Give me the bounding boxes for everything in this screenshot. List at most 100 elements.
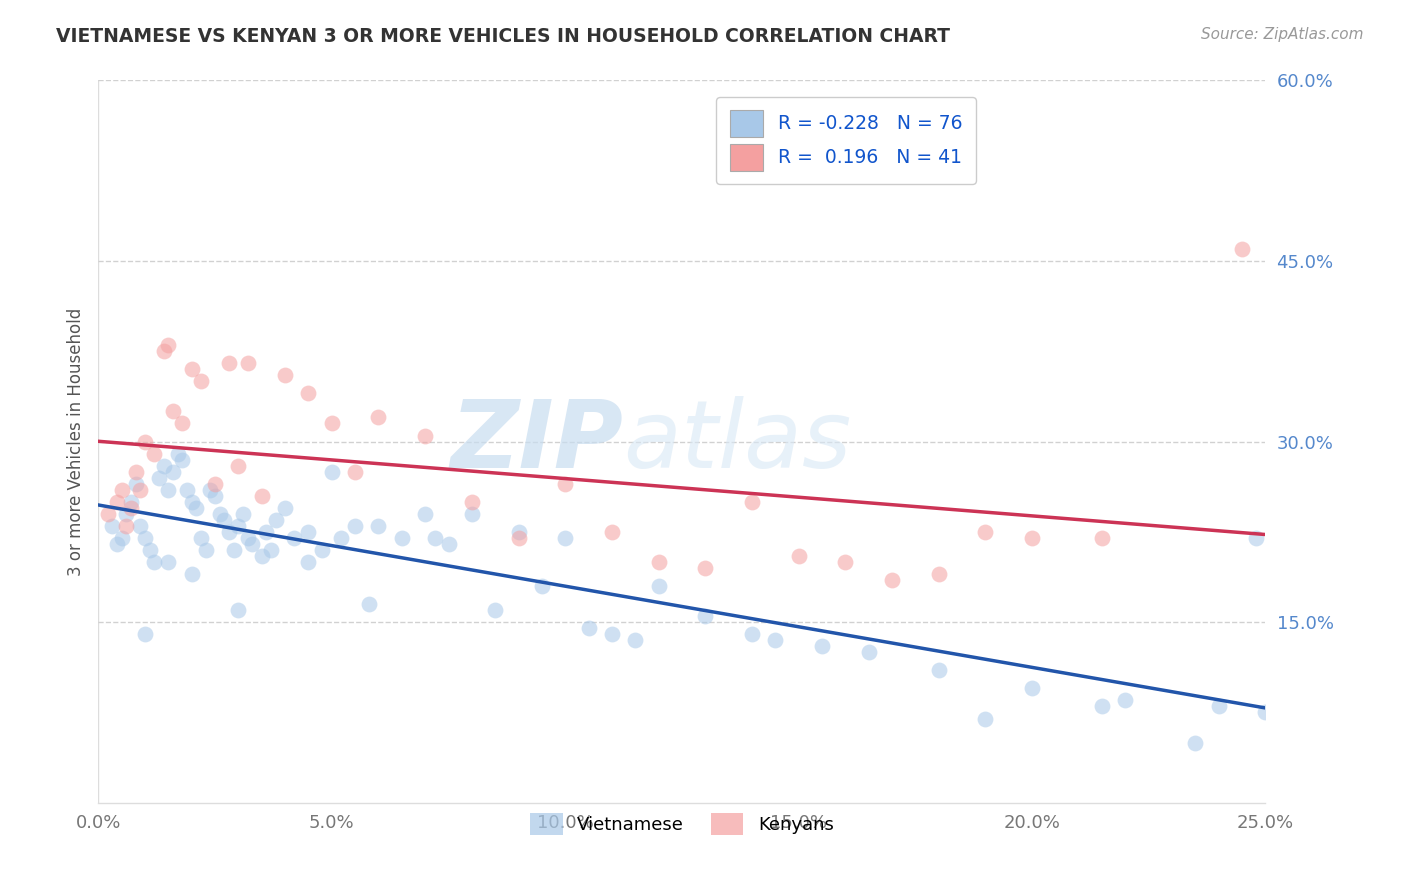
Point — [437, 537, 460, 551]
Point — [105, 537, 128, 551]
Point — [157, 555, 180, 569]
Point — [97, 507, 120, 521]
Point — [157, 483, 180, 497]
Point — [208, 507, 231, 521]
Point — [321, 417, 343, 431]
Point — [1114, 693, 1136, 707]
Point — [1208, 699, 1230, 714]
Point — [101, 519, 124, 533]
Point — [256, 524, 278, 539]
Point — [1091, 531, 1114, 545]
Point — [274, 368, 297, 383]
Point — [695, 609, 717, 624]
Point — [311, 542, 333, 557]
Point — [242, 537, 264, 551]
Point — [1021, 681, 1043, 696]
Point — [111, 531, 134, 545]
Point — [600, 627, 623, 641]
Point — [283, 531, 305, 545]
Point — [176, 483, 198, 497]
Point — [461, 507, 484, 521]
Point — [1021, 531, 1043, 545]
Point — [423, 531, 446, 545]
Point — [741, 494, 763, 508]
Point — [214, 513, 236, 527]
Point — [413, 428, 436, 442]
Point — [125, 465, 148, 479]
Point — [172, 417, 194, 431]
Point — [1091, 699, 1114, 714]
Point — [647, 555, 669, 569]
Point — [624, 633, 647, 648]
Point — [1184, 735, 1206, 749]
Point — [787, 549, 810, 563]
Point — [111, 483, 134, 497]
Point — [367, 519, 389, 533]
Y-axis label: 3 or more Vehicles in Household: 3 or more Vehicles in Household — [66, 308, 84, 575]
Point — [166, 446, 188, 460]
Point — [274, 500, 297, 515]
Point — [134, 627, 156, 641]
Point — [554, 476, 576, 491]
Point — [695, 561, 717, 575]
Point — [880, 573, 903, 587]
Point — [297, 555, 319, 569]
Point — [763, 633, 786, 648]
Point — [180, 567, 202, 582]
Point — [554, 531, 576, 545]
Point — [120, 500, 142, 515]
Point — [508, 524, 530, 539]
Point — [105, 494, 128, 508]
Point — [200, 483, 222, 497]
Point — [134, 434, 156, 449]
Text: Source: ZipAtlas.com: Source: ZipAtlas.com — [1201, 27, 1364, 42]
Point — [250, 489, 273, 503]
Point — [115, 519, 138, 533]
Point — [1244, 531, 1267, 545]
Text: VIETNAMESE VS KENYAN 3 OR MORE VEHICLES IN HOUSEHOLD CORRELATION CHART: VIETNAMESE VS KENYAN 3 OR MORE VEHICLES … — [56, 27, 950, 45]
Point — [250, 549, 273, 563]
Point — [321, 465, 343, 479]
Point — [186, 500, 208, 515]
Point — [484, 603, 506, 617]
Point — [180, 494, 202, 508]
Point — [530, 579, 553, 593]
Point — [741, 627, 763, 641]
Point — [344, 465, 367, 479]
Point — [297, 524, 319, 539]
Point — [236, 531, 259, 545]
Point — [172, 452, 194, 467]
Point — [1230, 242, 1253, 256]
Point — [204, 476, 226, 491]
Point — [811, 639, 834, 653]
Point — [129, 519, 152, 533]
Point — [928, 567, 950, 582]
Point — [222, 542, 245, 557]
Point — [974, 524, 997, 539]
Point — [134, 531, 156, 545]
Point — [228, 458, 250, 473]
Point — [236, 356, 259, 370]
Point — [508, 531, 530, 545]
Point — [162, 465, 184, 479]
Point — [232, 507, 254, 521]
Point — [367, 410, 389, 425]
Point — [578, 621, 600, 635]
Point — [152, 458, 174, 473]
Point — [359, 597, 381, 611]
Point — [180, 362, 202, 376]
Point — [461, 494, 484, 508]
Point — [162, 404, 184, 418]
Point — [115, 507, 138, 521]
Point — [218, 356, 240, 370]
Point — [647, 579, 669, 593]
Point — [834, 555, 856, 569]
Point — [152, 344, 174, 359]
Point — [148, 471, 170, 485]
Point — [928, 664, 950, 678]
Point — [157, 338, 180, 352]
Point — [228, 519, 250, 533]
Point — [204, 489, 226, 503]
Point — [974, 712, 997, 726]
Text: ZIP: ZIP — [451, 395, 624, 488]
